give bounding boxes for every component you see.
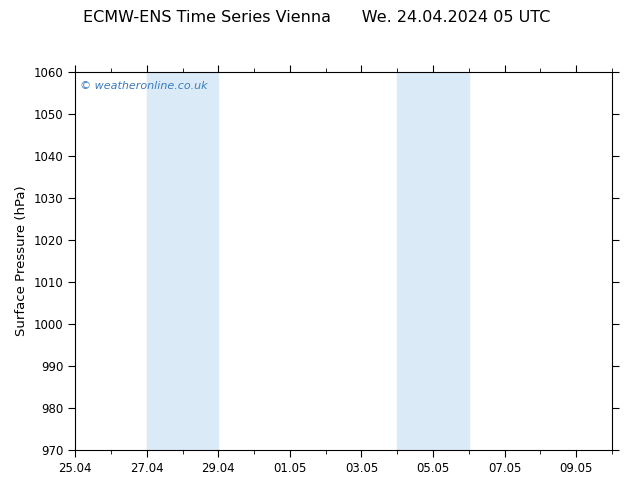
Text: © weatheronline.co.uk: © weatheronline.co.uk	[81, 81, 208, 91]
Y-axis label: Surface Pressure (hPa): Surface Pressure (hPa)	[15, 186, 28, 336]
Text: ECMW-ENS Time Series Vienna      We. 24.04.2024 05 UTC: ECMW-ENS Time Series Vienna We. 24.04.20…	[83, 10, 551, 25]
Bar	[398, 72, 469, 450]
Bar	[146, 72, 218, 450]
